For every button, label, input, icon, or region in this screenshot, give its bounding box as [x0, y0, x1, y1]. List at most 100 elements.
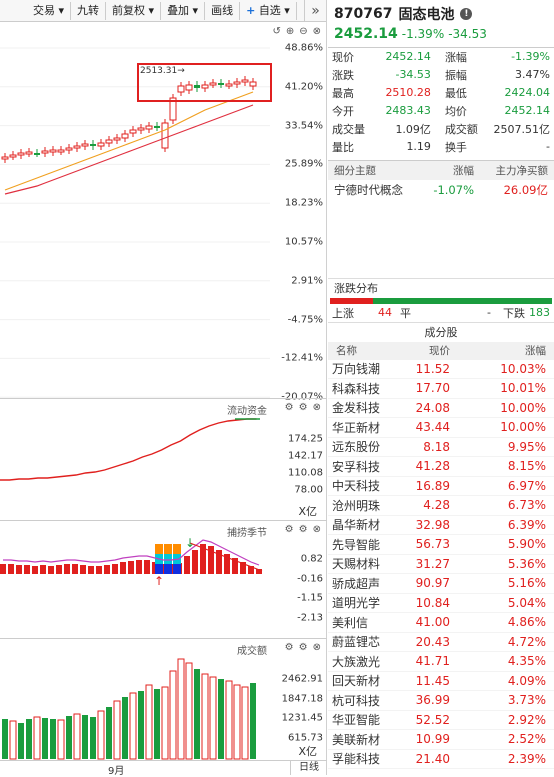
kline-candle — [233, 81, 241, 85]
constituent-row[interactable]: 远东股份 8.18 9.95% — [328, 438, 554, 457]
volume-tick: 615.73 — [288, 732, 323, 743]
quote-value: 2507.51亿 — [493, 122, 551, 136]
theme-header: 细分主题 涨幅 主力净买额 — [328, 159, 554, 180]
period-button[interactable]: 日线 — [290, 761, 327, 775]
quote-key: 成交量 — [332, 122, 365, 136]
adjust-menu[interactable]: 前复权 ▾ — [106, 1, 162, 20]
overlay-menu[interactable]: 叠加 ▾ — [161, 1, 206, 20]
draw-line-button[interactable]: 画线 — [205, 1, 241, 20]
trade-menu[interactable]: 交易 ▾ — [27, 1, 72, 20]
quote-key: 现价 — [332, 50, 354, 64]
volume-bar — [185, 662, 193, 760]
constituent-row[interactable]: 安孚科技 41.28 8.15% — [328, 457, 554, 477]
constituent-price: 31.27 — [415, 556, 450, 571]
volume-bar — [161, 686, 169, 760]
constituent-row[interactable]: 万向钱潮 11.52 10.03% — [328, 360, 554, 379]
cycle-bar — [40, 565, 46, 574]
gear-icon[interactable]: ⚙ — [284, 402, 294, 413]
watch-label: 自选 — [258, 3, 281, 17]
quote-value: 2452.14 — [504, 104, 551, 117]
kline-candle — [41, 150, 49, 154]
constituent-row[interactable]: 天赐材料 31.27 5.36% — [328, 555, 554, 574]
settings-icon[interactable]: ⚙ — [298, 402, 308, 413]
cycle-bar — [232, 558, 238, 574]
constituent-row[interactable]: 华亚智能 52.52 2.92% — [328, 711, 554, 730]
constituent-price: 56.73 — [415, 537, 450, 552]
quote-table: 现价 2452.14 涨幅 -1.39% 涨跌 -34.53 振幅 3.47% 最高 2510.2… — [328, 47, 554, 156]
constituent-row[interactable]: 中天科技 16.89 6.97% — [328, 477, 554, 496]
cycle-bar — [56, 565, 62, 574]
cycle-line — [3, 539, 260, 566]
constituent-row[interactable]: 杭可科技 36.99 3.73% — [328, 691, 554, 711]
kline-tools: ↺ ⊕ ⊖ ⊗ — [272, 26, 321, 37]
constituent-row[interactable]: 美利信 41.00 4.86% — [328, 613, 554, 633]
volume-bar — [218, 679, 224, 759]
quote-key: 涨幅 — [444, 50, 467, 64]
close-icon[interactable]: ⊗ — [312, 402, 321, 413]
constituent-name: 金发科技 — [332, 401, 381, 416]
zoom-out-icon[interactable]: ⊖ — [299, 26, 308, 37]
kline-tick: 48.86% — [284, 42, 323, 54]
theme-row[interactable]: 宁德时代概念 -1.07% 26.09亿 — [328, 180, 554, 200]
constituent-row[interactable]: 道明光学 10.84 5.04% — [328, 594, 554, 613]
constituent-name: 华正新材 — [332, 420, 381, 435]
constituent-row[interactable]: 先导智能 56.73 5.90% — [328, 535, 554, 555]
kline-candle — [129, 129, 137, 134]
close-icon[interactable]: ⊗ — [312, 642, 321, 653]
constituent-price: 32.98 — [415, 517, 450, 532]
add-watchlist-button[interactable]: + 自选 ▾ — [240, 1, 297, 20]
close-icon[interactable]: ⊗ — [312, 26, 321, 37]
constituent-row[interactable]: 蔚蓝锂芯 20.43 4.72% — [328, 633, 554, 652]
gear-icon[interactable]: ⚙ — [284, 642, 294, 653]
kline-pane[interactable]: ↺ ⊕ ⊖ ⊗ 2513.31→ 48.86% 41.20% 33.54% 25.89… — [0, 22, 327, 403]
quote-row: 现价 2452.14 涨幅 -1.39% — [328, 48, 554, 66]
constituent-row[interactable]: 骄成超声 90.97 5.16% — [328, 574, 554, 594]
dist-row: 上涨 44 平 - 下跌 183 — [328, 304, 554, 322]
volume-bar — [201, 673, 209, 760]
cycle-bar — [72, 564, 78, 574]
col-name[interactable]: 名称 — [336, 345, 357, 357]
up-arrow-icon: ↑ — [154, 574, 164, 588]
constituent-row[interactable]: 晶华新材 32.98 6.39% — [328, 516, 554, 535]
constituent-row[interactable]: 沧州明珠 4.28 6.73% — [328, 496, 554, 516]
settings-icon[interactable]: ⚙ — [298, 642, 308, 653]
nine-turn-button[interactable]: 九转 — [71, 1, 107, 20]
more-icon[interactable]: » — [304, 0, 326, 22]
cycle-block-blue — [164, 564, 172, 574]
col-price[interactable]: 现价 — [429, 345, 450, 357]
info-icon[interactable]: ! — [460, 8, 473, 20]
constituent-row[interactable]: 金发科技 24.08 10.00% — [328, 399, 554, 418]
constituent-name: 美联新材 — [332, 732, 381, 747]
gear-icon[interactable]: ⚙ — [284, 524, 294, 535]
constituent-row[interactable]: 科森科技 17.70 10.01% — [328, 379, 554, 399]
constituent-row[interactable]: 孚能科技 21.40 2.39% — [328, 750, 554, 769]
cycle-pane[interactable]: 捕捞季节 ⚙ ⚙ ⊗ ↑ ↓ 0.82 -0.16 -1.15 -2.13 — [0, 520, 327, 638]
volume-unit: X亿 — [298, 745, 317, 758]
cycle-bar — [96, 566, 102, 574]
close-icon[interactable]: ⊗ — [312, 524, 321, 535]
constituent-row[interactable]: 大族激光 41.71 4.35% — [328, 652, 554, 672]
constituent-row[interactable]: 华正新材 43.44 10.00% — [328, 418, 554, 438]
constituent-row[interactable]: 回天新材 11.45 4.09% — [328, 672, 554, 691]
undo-icon[interactable]: ↺ — [272, 26, 281, 37]
cycle-bar — [32, 566, 38, 574]
cycle-bar — [8, 564, 14, 574]
cycle-block-cyan — [164, 554, 172, 564]
plus-icon: + — [246, 3, 256, 17]
volume-pane[interactable]: 成交额 ⚙ ⚙ ⊗ 2462.91 1847.18 1231.45 615.73 X亿 — [0, 638, 327, 760]
constituent-pct: 10.00% — [500, 400, 546, 415]
dist-bar — [330, 297, 552, 304]
settings-icon[interactable]: ⚙ — [298, 524, 308, 535]
current-price: 2452.14 — [334, 26, 398, 42]
fund-tick: 110.08 — [288, 467, 323, 479]
constituent-pct: 5.04% — [507, 595, 546, 610]
col-pct[interactable]: 涨幅 — [525, 345, 546, 357]
constituent-row[interactable]: 美联新材 10.99 2.52% — [328, 730, 554, 750]
volume-title: 成交额 — [237, 646, 267, 657]
fund-pane[interactable]: 流动资金 ⚙ ⚙ ⊗ 174.25 142.17 110.08 78.00 X亿 — [0, 398, 327, 520]
cycle-bar — [80, 565, 86, 574]
highlight-box — [137, 63, 272, 102]
constituent-price: 41.00 — [415, 615, 450, 630]
zoom-in-icon[interactable]: ⊕ — [285, 26, 295, 37]
constituent-price: 11.45 — [415, 673, 450, 688]
